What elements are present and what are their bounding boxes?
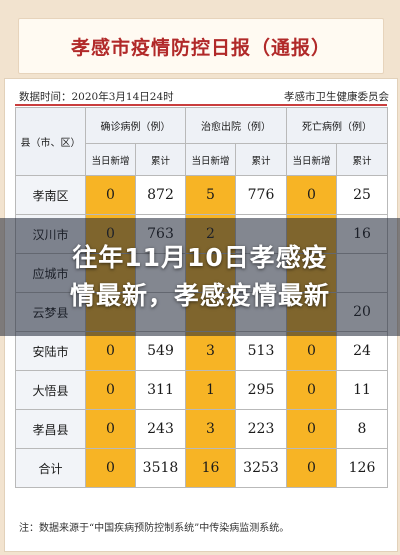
subheader-cell: 累计 — [336, 143, 388, 176]
cumulative-cell: 126 — [336, 448, 388, 488]
table-row: 安陆市 0 549 3 513 0 24 — [15, 331, 388, 371]
title-divider — [15, 104, 387, 106]
report-title: 孝感市疫情防控日报（通报） — [70, 36, 331, 59]
subheader-cell: 累计 — [235, 143, 287, 176]
subheader-cell: 当日新增 — [85, 143, 136, 176]
cumulative-cell: 872 — [135, 175, 186, 215]
county-name-cell: 合计 — [15, 448, 86, 488]
daily-new-cell: 1 — [185, 370, 236, 410]
data-source-note: 注：数据来源于“中国疾病预防控制系统”中传染病监测系统。 — [19, 523, 290, 534]
report-meta: 数据时间：2020年3月14日24时 孝感市卫生健康委员会 — [19, 89, 389, 104]
recovered-header: 治愈出院（例） — [185, 107, 287, 144]
subheader-cell: 当日新增 — [286, 143, 337, 176]
daily-new-cell: 0 — [286, 448, 337, 488]
confirmed-header: 确诊病例（例） — [85, 107, 186, 144]
daily-new-cell: 0 — [85, 448, 136, 488]
daily-new-cell: 16 — [185, 448, 236, 488]
table-row: 孝昌县 0 243 3 223 0 8 — [15, 409, 388, 449]
county-name-cell: 大悟县 — [15, 370, 86, 410]
daily-new-cell: 0 — [286, 370, 337, 410]
headline-line-2: 情最新，孝感疫情最新 — [69, 281, 330, 310]
daily-new-cell: 3 — [185, 409, 236, 449]
deaths-header: 死亡病例（例） — [286, 107, 388, 144]
daily-new-cell: 3 — [185, 331, 236, 371]
subheader-cell: 累计 — [135, 143, 186, 176]
table-row: 孝南区 0 872 5 776 0 25 — [15, 175, 388, 215]
county-name-cell: 孝昌县 — [15, 409, 86, 449]
table-sub-header: 当日新增 累计 当日新增 累计 当日新增 累计 — [16, 143, 388, 176]
county-name-cell: 孝南区 — [15, 175, 86, 215]
cumulative-cell: 295 — [235, 370, 287, 410]
cumulative-cell: 776 — [235, 175, 287, 215]
table-row: 合计 0 3518 16 3253 0 126 — [15, 448, 388, 488]
cumulative-cell: 8 — [336, 409, 388, 449]
cumulative-cell: 25 — [336, 175, 388, 215]
daily-new-cell: 0 — [286, 409, 337, 449]
cumulative-cell: 11 — [336, 370, 388, 410]
county-column-header: 县（市、区） — [15, 107, 86, 176]
table-group-header: 县（市、区） 确诊病例（例） 治愈出院（例） 死亡病例（例） — [15, 107, 388, 176]
daily-new-cell: 0 — [85, 370, 136, 410]
cumulative-cell: 513 — [235, 331, 287, 371]
source-org: 孝感市卫生健康委员会 — [284, 91, 389, 103]
daily-new-cell: 5 — [185, 175, 236, 215]
daily-new-cell: 0 — [286, 175, 337, 215]
subheader-cell: 当日新增 — [185, 143, 236, 176]
cumulative-cell: 3518 — [135, 448, 186, 488]
data-time: 数据时间：2020年3月14日24时 — [19, 91, 174, 103]
cumulative-cell: 311 — [135, 370, 186, 410]
daily-new-cell: 0 — [85, 409, 136, 449]
daily-new-cell: 0 — [286, 331, 337, 371]
table-row: 大悟县 0 311 1 295 0 11 — [15, 370, 388, 410]
daily-new-cell: 0 — [85, 175, 136, 215]
cumulative-cell: 3253 — [235, 448, 287, 488]
headline-overlay: 往年11月10日孝感疫 情最新，孝感疫情最新 — [0, 218, 400, 336]
cumulative-cell: 243 — [135, 409, 186, 449]
daily-new-cell: 0 — [85, 331, 136, 371]
report-title-bar: 孝感市疫情防控日报（通报） — [18, 18, 384, 74]
cumulative-cell: 24 — [336, 331, 388, 371]
cumulative-cell: 223 — [235, 409, 287, 449]
headline-line-1: 往年11月10日孝感疫 — [72, 243, 328, 272]
cumulative-cell: 549 — [135, 331, 186, 371]
county-name-cell: 安陆市 — [15, 331, 86, 371]
